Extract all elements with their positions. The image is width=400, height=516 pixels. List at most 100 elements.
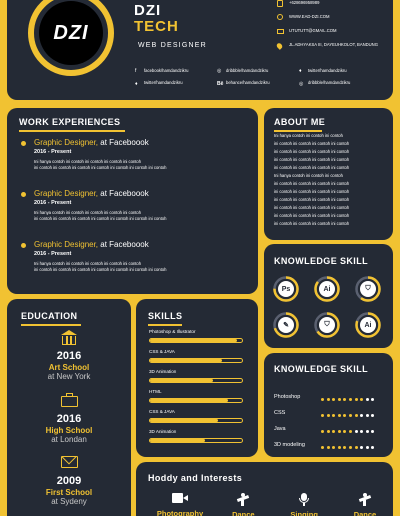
contact-web[interactable]: WWW.EAD-DZI.COM — [277, 14, 392, 28]
twitter-icon: ♦ — [135, 80, 138, 87]
rating-dot — [343, 430, 347, 433]
skill-level-ring — [314, 312, 340, 338]
rating-dot — [337, 446, 341, 449]
rating-dot — [343, 414, 347, 417]
skill-bar-fill — [150, 419, 219, 422]
ring-fill — [355, 276, 381, 302]
ring-fill — [273, 276, 299, 302]
rating-dots — [321, 420, 377, 438]
rating-dot — [321, 446, 324, 449]
rating-dot — [326, 414, 330, 417]
name-line2: TECH — [134, 18, 179, 35]
social-link[interactable]: ♦ twitter/hamdandzikru — [135, 80, 217, 86]
job-company: at Faceboook — [98, 138, 149, 147]
section-title: ABOUT ME — [274, 117, 326, 127]
logo-badge: DZI — [39, 1, 103, 65]
education-year: 2016 — [56, 350, 82, 362]
work-experience-panel: WORK EXPERIENCES Graphic Designer, at Fa… — [7, 108, 258, 294]
location-icon — [275, 42, 284, 50]
about-line: Ini hanya contoh ini contoh ini contoh — [274, 173, 343, 178]
hobby-item: Dance — [218, 493, 268, 516]
phone-icon — [277, 0, 283, 7]
job-desc-line: ini contoh ini contoh ini contoh ini con… — [34, 165, 167, 171]
rating-dot — [360, 398, 364, 401]
rating-dot — [371, 446, 375, 449]
contact-text: JL.ADHYAKSA III, DAYEUHKOLOT, BANDUNG — [289, 42, 378, 47]
rating-dot — [365, 430, 369, 433]
experience-item: Graphic Designer, at Faceboook 2016 - Pr… — [21, 189, 251, 240]
rating-dot — [326, 398, 330, 401]
about-text: Ini hanya contoh ini contoh ini contoh in… — [274, 132, 389, 228]
skill-icon-item: ✎ — [273, 312, 299, 338]
rating-dot — [348, 446, 352, 449]
behance-icon: Bē — [217, 80, 224, 87]
about-line: ini contoh ini contoh ini contoh ini con… — [274, 181, 350, 186]
skill-level-ring — [314, 276, 340, 302]
about-line: ini contoh ini contoh ini contoh ini con… — [274, 189, 350, 194]
rating-dot — [371, 398, 375, 401]
contact-text: +628696958989 — [289, 0, 320, 5]
rating-dot — [354, 414, 358, 417]
social-text: dribbble/hamdandzikru — [226, 68, 269, 73]
rating-dot — [365, 398, 369, 401]
social-link[interactable]: f facebook/hamdandzikru — [135, 68, 217, 74]
skill-bar-item: CSS & JAVA — [149, 349, 249, 369]
microphone-icon — [299, 493, 310, 506]
section-title: EDUCATION — [21, 311, 78, 321]
facebook-icon: f — [135, 68, 137, 75]
rating-dot — [332, 398, 336, 401]
social-link[interactable]: Bē behance/hamdandzikru — [217, 80, 299, 86]
rating-dot — [365, 414, 369, 417]
bullet-dot — [21, 243, 26, 248]
rating-dot — [337, 398, 341, 401]
university-icon — [60, 330, 78, 347]
hobby-label: Singing — [290, 510, 318, 516]
contact-text: UTUTUTT@GMAIL.COM — [289, 28, 337, 33]
css3-icon: ⛉ — [319, 317, 335, 333]
skill-bar-track — [149, 378, 243, 383]
contact-email[interactable]: UTUTUTT@GMAIL.COM — [277, 28, 392, 42]
skill-level-ring — [355, 312, 381, 338]
education-school: Art School — [48, 363, 90, 372]
dot-skill-row: 3D modeling — [274, 437, 389, 453]
skill-label: Photoshop & Illustrator — [149, 329, 196, 334]
experience-list: Graphic Designer, at Faceboook 2016 - Pr… — [21, 138, 251, 291]
social-text: twitter/hamdandzikru — [144, 80, 183, 86]
about-line: ini contoh ini contoh ini contoh ini con… — [274, 141, 350, 146]
skill-bar-item: HTML — [149, 389, 249, 409]
hobby-label: Photography — [156, 509, 204, 516]
skill-icon-item: Ai — [314, 276, 340, 302]
social-links: f facebook/hamdandzikru ◎ dribbble/hamdand… — [135, 68, 385, 87]
knowledge-skill-icons-panel: KNOWLEDGE SKILL Ps Ai ⛉ ✎ ⛉ Ai — [264, 244, 393, 348]
skill-bar-fill — [150, 399, 229, 402]
ring-fill — [273, 312, 299, 338]
title-underline — [21, 324, 81, 326]
social-link[interactable]: ◎ dribbble/hamdandzikru — [217, 68, 299, 74]
hobby-label: Dance — [232, 510, 255, 516]
experience-item: Graphic Designer, at Faceboook 2016 - Pr… — [21, 138, 251, 189]
skill-icon-item: Ai — [355, 312, 381, 338]
name-line1: DZI — [134, 2, 162, 19]
dot-skill-label: CSS — [274, 410, 286, 416]
job-period: 2016 - Present — [34, 149, 72, 155]
social-text: twitter/hamdandzikru — [308, 68, 347, 73]
illustrator-icon: Ai — [319, 281, 335, 297]
job-title: WEB DESIGNER — [138, 42, 207, 49]
dribbble-icon: ◎ — [299, 80, 304, 87]
social-link[interactable]: ♦ twitter/hamdandzikru — [299, 68, 381, 74]
education-year: 2009 — [56, 475, 82, 487]
skill-label: CSS & JAVA — [149, 409, 175, 414]
education-panel: EDUCATION 2016 Art School at New York 20… — [7, 299, 131, 516]
rating-dot — [371, 414, 375, 417]
job-role: Graphic Designer, — [34, 189, 99, 198]
social-link[interactable]: ◎ dribbble/hamdandzikru — [299, 80, 381, 86]
job-role: Graphic Designer, — [34, 240, 99, 249]
job-desc-line: ini contoh ini contoh ini contoh ini con… — [34, 267, 167, 273]
skill-label: 3D Animation — [149, 369, 177, 374]
illustrator-icon: Ai — [360, 317, 376, 333]
skill-bar-track — [149, 358, 243, 363]
social-text: behance/hamdandzikru — [226, 80, 270, 86]
education-place: at Sydeny — [51, 497, 87, 506]
rating-dot — [348, 430, 352, 433]
job-role: Graphic Designer, — [34, 138, 99, 147]
